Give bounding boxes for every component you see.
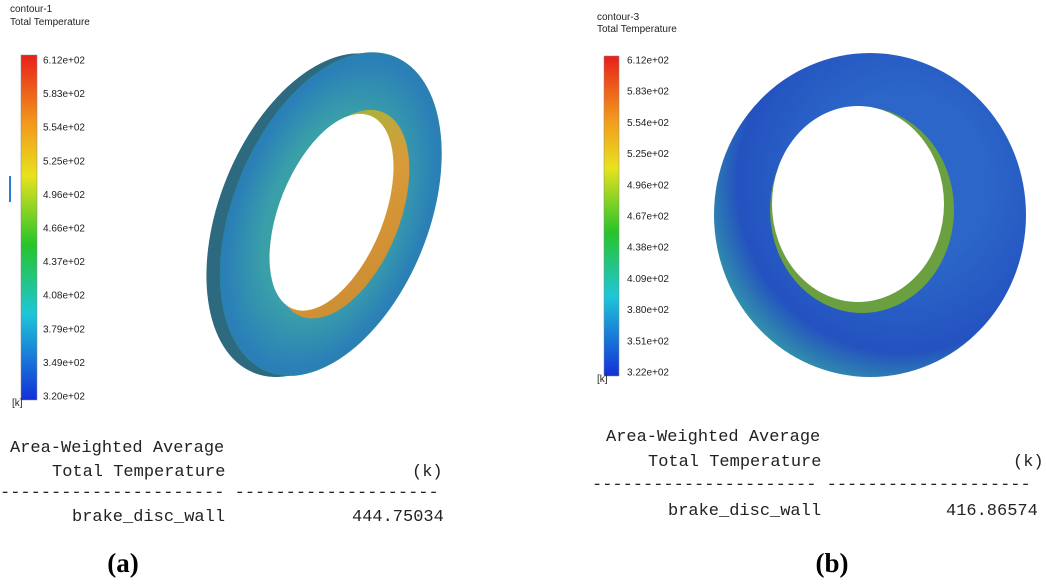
colorbar-tick-label: 4.38e+02 — [627, 243, 669, 254]
colorbar-tick-label: 5.54e+02 — [627, 118, 669, 129]
colorbar-tick-label: 4.96e+02 — [43, 190, 85, 201]
colorbar-tick-label: 3.20e+02 — [43, 392, 85, 403]
colorbar-tick-label: 5.25e+02 — [43, 156, 85, 167]
report-separator: ---------------------- -----------------… — [592, 476, 1031, 495]
report-row-name: brake_disc_wall — [668, 502, 821, 521]
left-marker — [9, 176, 11, 202]
colorbar-tick-label: 5.25e+02 — [627, 149, 669, 160]
colorbar-tick-label: 3.79e+02 — [43, 324, 85, 335]
colorbar-tick-label: 3.49e+02 — [43, 358, 85, 369]
colorbar-tick-label: 5.83e+02 — [43, 89, 85, 100]
colorbar-tick-label: 6.12e+02 — [43, 56, 85, 67]
report-header: Total Temperature — [648, 453, 821, 472]
colorbar-tick-label: 4.37e+02 — [43, 257, 85, 268]
colorbar-tick-label: 4.66e+02 — [43, 224, 85, 235]
colorbar — [21, 55, 37, 400]
colorbar-tick-label: 5.54e+02 — [43, 123, 85, 134]
disc-b — [714, 53, 1026, 377]
contour-name: contour-1 — [10, 4, 53, 15]
colorbar-tick-label: 3.51e+02 — [627, 336, 669, 347]
colorbar-tick-label: 4.67e+02 — [627, 212, 669, 223]
panel-label: (a) — [107, 548, 138, 578]
report-separator: ---------------------- -----------------… — [0, 484, 439, 503]
report-unit: (k) — [1013, 453, 1044, 472]
colorbar-tick-label: 3.22e+02 — [627, 368, 669, 379]
colorbar — [604, 56, 619, 376]
report-row-name: brake_disc_wall — [72, 508, 225, 527]
report-header: Area-Weighted Average — [10, 439, 224, 458]
colorbar-tick-label: 4.08e+02 — [43, 291, 85, 302]
disc-a — [163, 15, 485, 414]
report-row-value: 444.75034 — [352, 508, 444, 527]
report-header: Total Temperature — [52, 463, 225, 482]
colorbar-unit: [k] — [597, 374, 608, 385]
panel-label: (b) — [816, 548, 849, 578]
variable-name: Total Temperature — [10, 17, 90, 28]
colorbar-tick-label: 4.96e+02 — [627, 180, 669, 191]
colorbar-tick-label: 3.80e+02 — [627, 305, 669, 316]
colorbar-tick-label: 4.09e+02 — [627, 274, 669, 285]
report-header: Area-Weighted Average — [606, 428, 820, 447]
colorbar-unit: [k] — [12, 398, 23, 409]
colorbar-tick-label: 6.12e+02 — [627, 56, 669, 67]
contour-name: contour-3 — [597, 12, 640, 23]
report-unit: (k) — [412, 463, 443, 482]
report-row-value: 416.86574 — [946, 502, 1038, 521]
variable-name: Total Temperature — [597, 24, 677, 35]
figure: contour-1 Total Temperature 6.12e+02 5.83e+… — [0, 0, 1046, 586]
colorbar-tick-label: 5.83e+02 — [627, 87, 669, 98]
